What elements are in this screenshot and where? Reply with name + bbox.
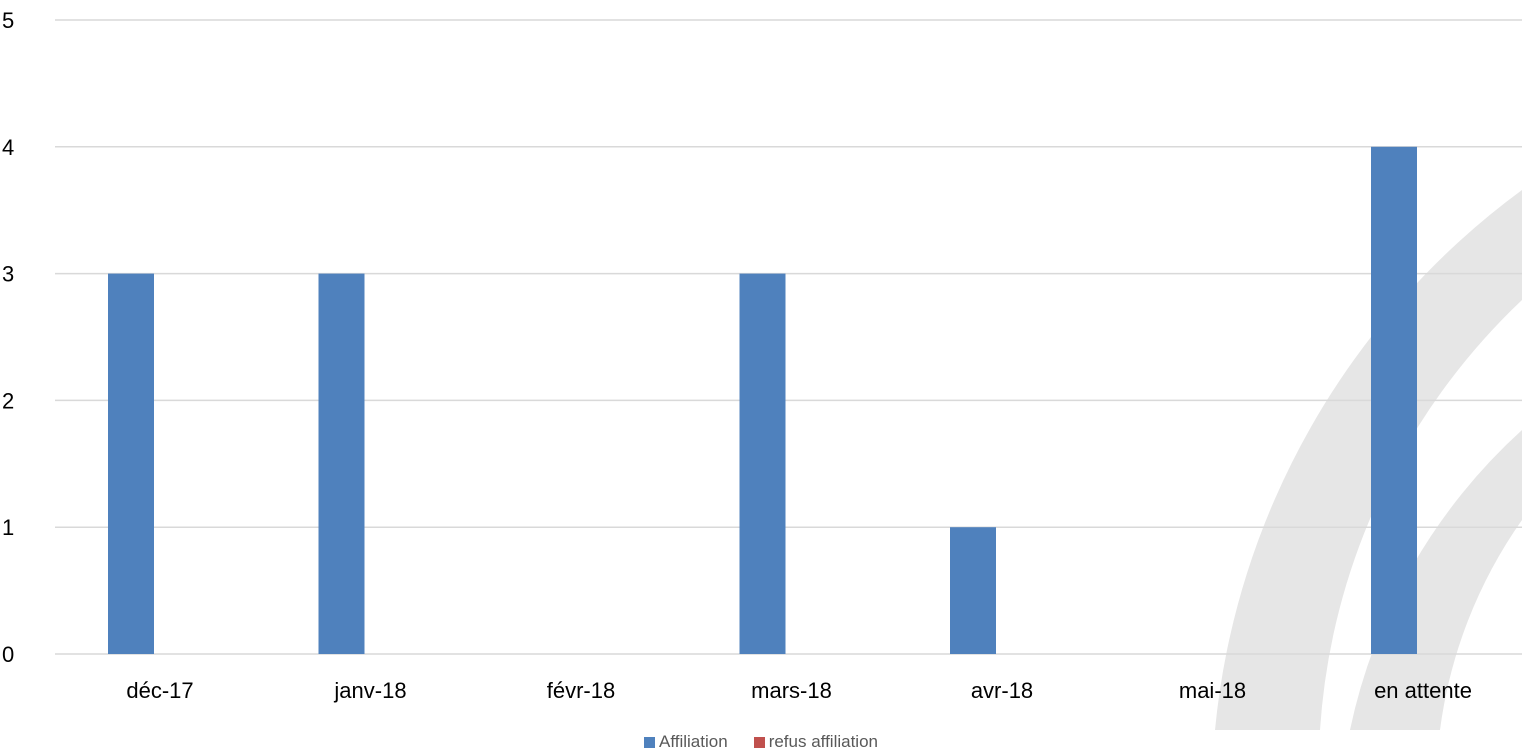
bar-chart: 0 1 2 3 4 5 déc-17 janv-18 févr-18 mars-18 avr-18… <box>2 8 1522 730</box>
x-tick-label: mars-18 <box>751 678 832 703</box>
y-tick-label: 5 <box>2 8 14 33</box>
watermark-logo <box>1215 190 1522 730</box>
legend: Affiliation refus affiliation <box>0 732 1522 752</box>
bar-affiliation <box>1371 146 1417 655</box>
x-tick-label: mai-18 <box>1179 678 1246 703</box>
x-tick-label: janv-18 <box>333 678 406 703</box>
x-axis-ticks: déc-17 janv-18 févr-18 mars-18 avr-18 mai-18 e… <box>126 678 1472 703</box>
legend-swatch-refus-affiliation <box>753 736 765 748</box>
y-tick-label: 1 <box>2 515 14 540</box>
bar-affiliation <box>739 273 786 654</box>
x-tick-label: en attente <box>1374 678 1472 703</box>
x-tick-label: déc-17 <box>126 678 193 703</box>
y-axis-ticks: 0 1 2 3 4 5 <box>2 8 14 667</box>
bar-affiliation <box>950 527 996 654</box>
legend-item-affiliation: Affiliation <box>644 732 728 752</box>
legend-swatch-affiliation <box>644 736 655 748</box>
x-tick-label: févr-18 <box>547 678 615 703</box>
gridlines <box>55 19 1522 655</box>
y-tick-label: 2 <box>2 388 14 413</box>
bars <box>108 146 1417 655</box>
y-tick-label: 0 <box>2 642 14 667</box>
legend-item-refus-affiliation: refus affiliation <box>753 732 878 752</box>
bar-affiliation <box>318 273 365 654</box>
y-tick-label: 3 <box>2 262 14 287</box>
x-tick-label: avr-18 <box>971 678 1033 703</box>
legend-label-affiliation: Affiliation <box>659 732 728 751</box>
y-tick-label: 4 <box>2 135 14 160</box>
bar-affiliation <box>108 273 154 654</box>
legend-label-refus-affiliation: refus affiliation <box>768 732 878 751</box>
